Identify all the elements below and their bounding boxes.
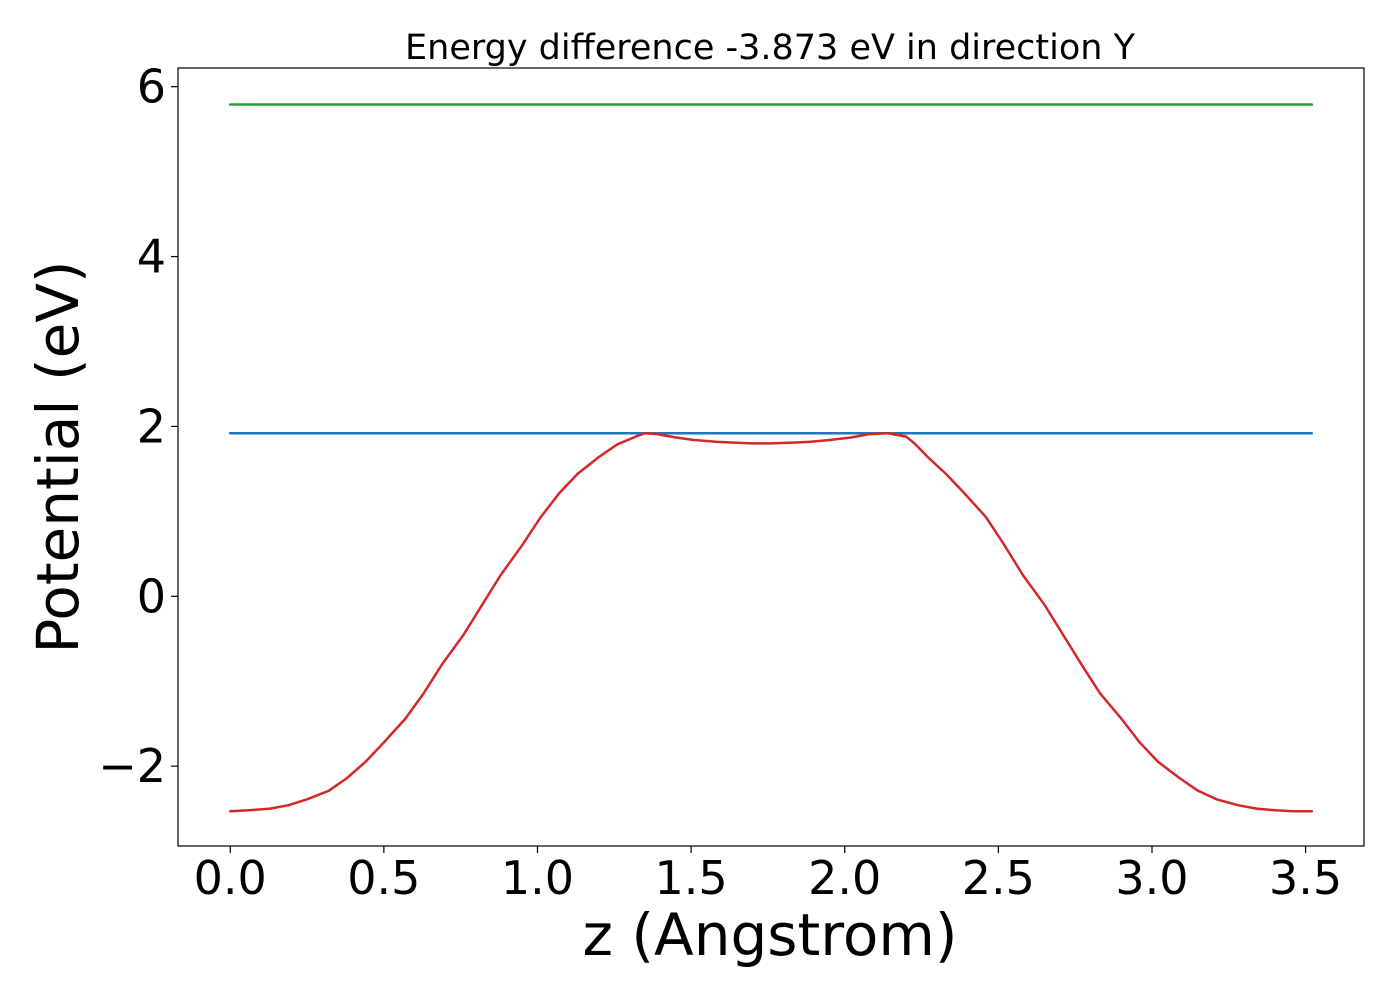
x-tick-label: 3.0 (1115, 851, 1188, 905)
y-tick-label: 2 (137, 399, 166, 453)
x-tick-label: 0.0 (194, 851, 267, 905)
x-tick-label: 0.5 (347, 851, 420, 905)
y-tick-label: −2 (98, 739, 166, 793)
x-axis-label: z (Angstrom) (583, 901, 958, 969)
plot-frame (177, 67, 1365, 847)
x-tick-label: 1.5 (655, 851, 728, 905)
x-tick-label: 2.5 (962, 851, 1035, 905)
y-axis-label: Potential (eV) (24, 260, 92, 653)
series-line-2 (228, 431, 1314, 813)
chart-title: Energy difference -3.873 eV in direction… (405, 28, 1136, 68)
x-tick-label: 1.0 (501, 851, 574, 905)
y-axis: −2 0 2 4 6 (98, 60, 178, 793)
x-axis: 0.0 0.5 1.0 1.5 2.0 2.5 3.0 3.5 (194, 846, 1342, 905)
series-layer (228, 103, 1314, 813)
x-tick-label: 2.0 (808, 851, 881, 905)
y-tick-label: 4 (137, 230, 166, 284)
y-tick-label: 6 (137, 60, 166, 114)
x-tick-label: 3.5 (1269, 851, 1342, 905)
y-tick-label: 0 (137, 569, 166, 623)
